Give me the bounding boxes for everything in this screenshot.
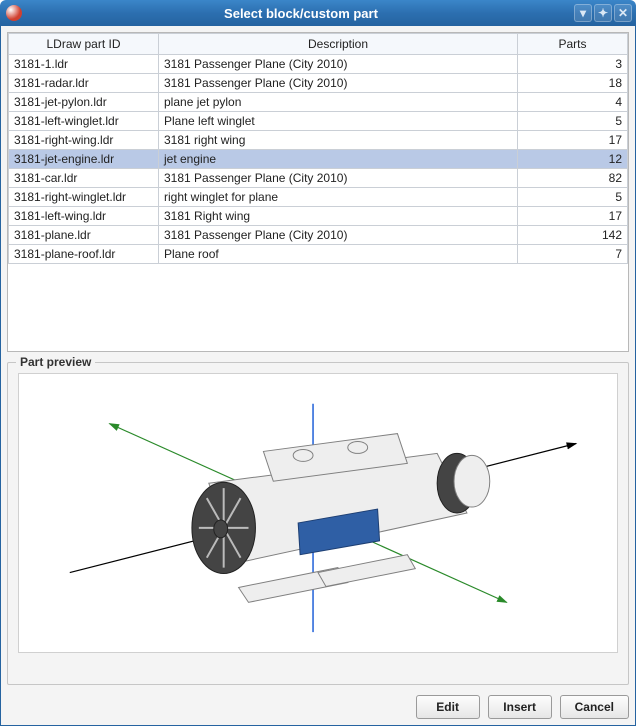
table-row[interactable]: 3181-right-wing.ldr3181 right wing17 — [9, 131, 628, 150]
cell-id: 3181-jet-engine.ldr — [9, 150, 159, 169]
table-row[interactable]: 3181-left-winglet.ldrPlane left winglet5 — [9, 112, 628, 131]
cell-desc: Plane left winglet — [159, 112, 518, 131]
parts-table[interactable]: LDraw part ID Description Parts 3181-1.l… — [8, 33, 628, 264]
table-header-row[interactable]: LDraw part ID Description Parts — [9, 34, 628, 55]
table-row[interactable]: 3181-left-wing.ldr3181 Right wing17 — [9, 207, 628, 226]
cell-id: 3181-1.ldr — [9, 55, 159, 74]
cell-desc: plane jet pylon — [159, 93, 518, 112]
cell-parts: 3 — [518, 55, 628, 74]
cell-id: 3181-left-wing.ldr — [9, 207, 159, 226]
cell-desc: 3181 Passenger Plane (City 2010) — [159, 169, 518, 188]
cell-id: 3181-radar.ldr — [9, 74, 159, 93]
table-row[interactable]: 3181-car.ldr3181 Passenger Plane (City 2… — [9, 169, 628, 188]
cell-parts: 17 — [518, 207, 628, 226]
parts-table-wrap: LDraw part ID Description Parts 3181-1.l… — [7, 32, 629, 352]
cell-id: 3181-left-winglet.ldr — [9, 112, 159, 131]
cell-parts: 4 — [518, 93, 628, 112]
minimize-button[interactable]: ▾ — [574, 4, 592, 22]
table-row[interactable]: 3181-1.ldr3181 Passenger Plane (City 201… — [9, 55, 628, 74]
cell-desc: Plane roof — [159, 245, 518, 264]
table-row[interactable]: 3181-jet-pylon.ldrplane jet pylon4 — [9, 93, 628, 112]
cell-desc: 3181 Right wing — [159, 207, 518, 226]
col-header-desc[interactable]: Description — [159, 34, 518, 55]
window-title: Select block/custom part — [28, 6, 574, 21]
part-preview-fieldset: Part preview — [7, 362, 629, 685]
cell-id: 3181-plane-roof.ldr — [9, 245, 159, 264]
maximize-button[interactable]: ✦ — [594, 4, 612, 22]
part-preview-canvas[interactable] — [18, 373, 618, 653]
cell-desc: jet engine — [159, 150, 518, 169]
cell-parts: 18 — [518, 74, 628, 93]
close-button[interactable]: ✕ — [614, 4, 632, 22]
window-buttons: ▾ ✦ ✕ — [574, 4, 632, 22]
table-row[interactable]: 3181-plane.ldr3181 Passenger Plane (City… — [9, 226, 628, 245]
cell-desc: 3181 Passenger Plane (City 2010) — [159, 74, 518, 93]
app-icon — [6, 5, 22, 21]
cell-id: 3181-right-wing.ldr — [9, 131, 159, 150]
cell-parts: 82 — [518, 169, 628, 188]
col-header-parts[interactable]: Parts — [518, 34, 628, 55]
table-row[interactable]: 3181-right-winglet.ldrright winglet for … — [9, 188, 628, 207]
cell-desc: 3181 Passenger Plane (City 2010) — [159, 55, 518, 74]
titlebar: Select block/custom part ▾ ✦ ✕ — [0, 0, 636, 26]
cell-id: 3181-plane.ldr — [9, 226, 159, 245]
table-row[interactable]: 3181-jet-engine.ldrjet engine12 — [9, 150, 628, 169]
cell-parts: 17 — [518, 131, 628, 150]
cell-desc: 3181 right wing — [159, 131, 518, 150]
cell-id: 3181-jet-pylon.ldr — [9, 93, 159, 112]
button-bar: Edit Insert Cancel — [7, 685, 629, 719]
cell-desc: right winglet for plane — [159, 188, 518, 207]
cell-desc: 3181 Passenger Plane (City 2010) — [159, 226, 518, 245]
cell-parts: 142 — [518, 226, 628, 245]
cell-id: 3181-car.ldr — [9, 169, 159, 188]
cell-parts: 7 — [518, 245, 628, 264]
jet-engine-model — [192, 434, 490, 603]
col-header-id[interactable]: LDraw part ID — [9, 34, 159, 55]
cell-id: 3181-right-winglet.ldr — [9, 188, 159, 207]
cancel-button[interactable]: Cancel — [560, 695, 629, 719]
table-row[interactable]: 3181-plane-roof.ldrPlane roof7 — [9, 245, 628, 264]
dialog-content: LDraw part ID Description Parts 3181-1.l… — [0, 26, 636, 726]
cell-parts: 12 — [518, 150, 628, 169]
cell-parts: 5 — [518, 112, 628, 131]
cell-parts: 5 — [518, 188, 628, 207]
part-preview-legend: Part preview — [16, 355, 95, 369]
table-row[interactable]: 3181-radar.ldr3181 Passenger Plane (City… — [9, 74, 628, 93]
edit-button[interactable]: Edit — [416, 695, 480, 719]
insert-button[interactable]: Insert — [488, 695, 552, 719]
